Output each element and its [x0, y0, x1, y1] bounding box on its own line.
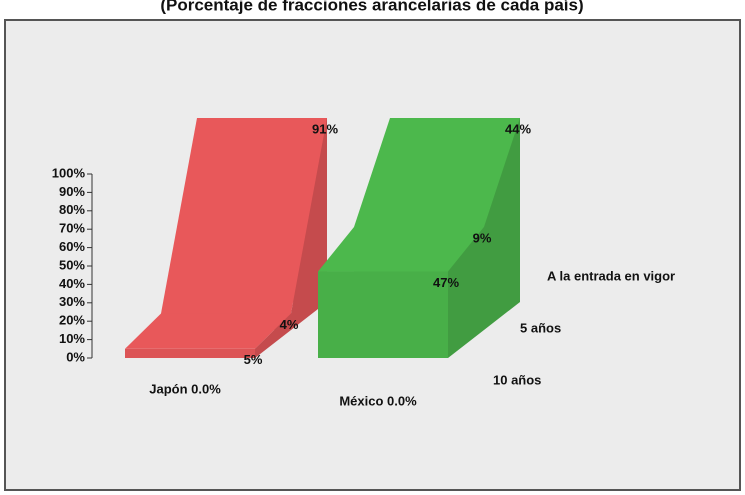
y-tick-label: 50%	[59, 257, 85, 272]
x-tick-label: México 0.0%	[339, 393, 417, 408]
y-tick-label: 70%	[59, 221, 85, 236]
chart-title: (Porcentaje de fracciones arancelarias d…	[160, 0, 583, 14]
depth-label: 10 años	[493, 372, 541, 387]
value-label: 91%	[312, 121, 338, 136]
y-tick-label: 90%	[59, 184, 85, 199]
value-label: 44%	[505, 121, 531, 136]
value-label: 9%	[473, 230, 492, 245]
depth-label: A la entrada en vigor	[547, 268, 675, 283]
y-tick-label: 20%	[59, 313, 85, 328]
y-tick-label: 0%	[66, 349, 85, 364]
area-top	[354, 118, 520, 227]
area-side	[255, 313, 291, 358]
area-side	[484, 118, 520, 330]
value-label: 47%	[433, 275, 459, 290]
y-tick-label: 60%	[59, 239, 85, 254]
value-label: 5%	[244, 352, 263, 367]
y-tick-label: 30%	[59, 294, 85, 309]
area-top	[318, 226, 484, 272]
area-side	[448, 226, 484, 358]
y-tick-label: 40%	[59, 276, 85, 291]
x-tick-label: Japón 0.0%	[149, 381, 221, 396]
area-top	[161, 118, 327, 314]
y-tick-label: 10%	[59, 331, 85, 346]
y-tick-label: 100%	[52, 165, 86, 180]
value-label: 4%	[280, 317, 299, 332]
area-top	[125, 313, 291, 349]
y-tick-label: 80%	[59, 202, 85, 217]
area-face	[125, 348, 255, 358]
depth-label: 5 años	[520, 320, 561, 335]
area-face	[318, 271, 448, 358]
